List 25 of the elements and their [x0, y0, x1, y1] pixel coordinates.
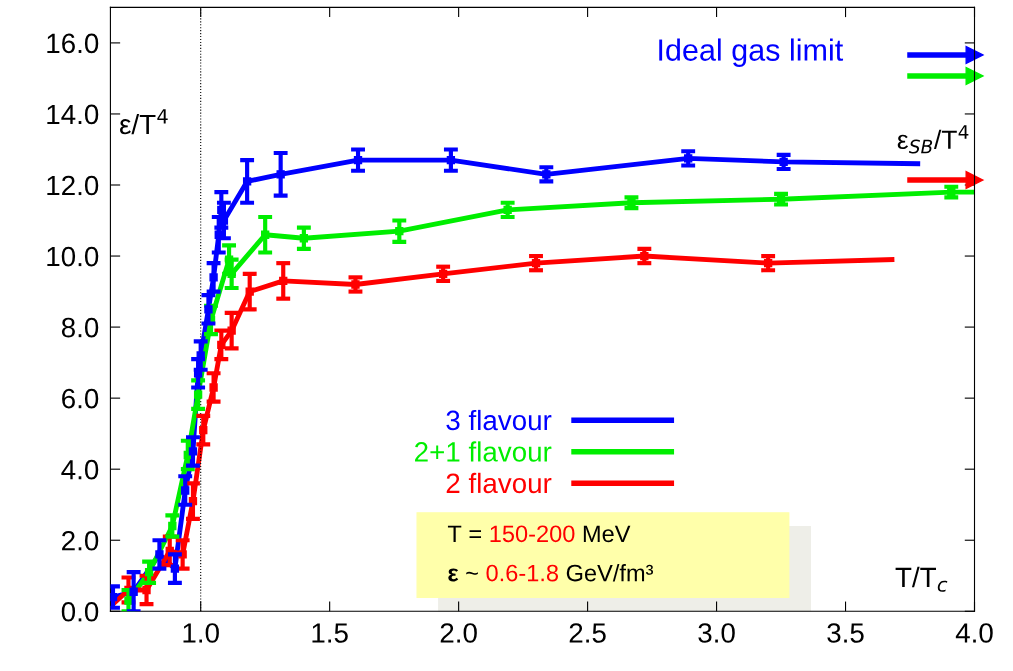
x-tick-label: 3.5: [827, 623, 864, 643]
y-tick-label: 14.0: [47, 104, 99, 125]
y-tick-label: 4.0: [61, 459, 99, 480]
y-tick-label: 0.0: [61, 601, 99, 622]
y-tick-label: 12.0: [47, 175, 99, 196]
y-tick-label: 2.0: [62, 530, 99, 551]
x-tick-label: 2.0: [440, 623, 477, 643]
annotation: ε ~ 0.6-1.8 GeV/fm³: [448, 564, 654, 582]
x-tick-label: 1.5: [312, 623, 348, 643]
legend-label: 3 flavour: [446, 409, 552, 431]
y-tick-label: 16.0: [47, 33, 99, 54]
legend-label: 2 flavour: [446, 472, 552, 494]
annotation: ε$_{SB}$/T$^{4}$: [897, 125, 969, 154]
y-tick-label: 6.0: [62, 388, 99, 409]
annotation: Ideal gas limit: [659, 38, 844, 67]
x-tick-label: 2.5: [569, 623, 606, 643]
y-axis-title: ε/T$^{4}$: [120, 109, 168, 135]
legend-label: 2+1 flavour: [415, 441, 552, 462]
y-tick-label: 10.0: [47, 246, 99, 267]
x-tick-label: 1.0: [183, 623, 219, 643]
y-tick-label: 8.0: [61, 317, 99, 338]
x-tick-label: 3.0: [698, 623, 735, 643]
x-axis-title: T/T$_{c}$: [895, 566, 948, 592]
x-tick-label: 4.0: [955, 623, 993, 643]
annotation: T = 150-200 MeV: [447, 525, 631, 543]
